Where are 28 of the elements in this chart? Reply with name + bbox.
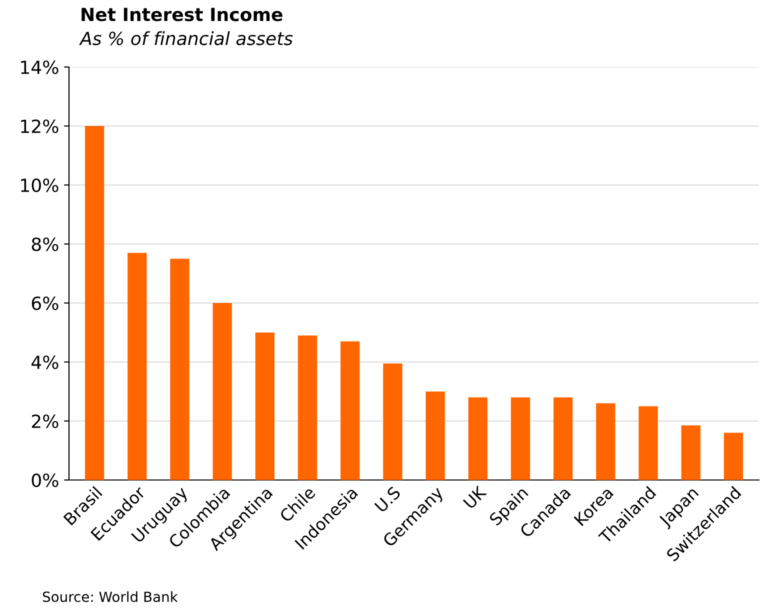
bar [84,126,104,480]
x-tick-label: UK [462,484,488,510]
bar [510,397,530,480]
bar [383,363,402,480]
bar [681,425,700,480]
y-tick-label: 0% [32,473,58,488]
y-tick-label: 10% [21,178,58,192]
bar [340,341,360,480]
bar [128,252,147,480]
chart-title: Net Interest Income [82,8,282,22]
y-tick-label: 4% [32,355,58,370]
y-tick-label: 12% [21,119,58,134]
bar [724,432,744,480]
bar [596,403,616,480]
y-tick-label: 2% [32,414,58,428]
bar [255,332,275,480]
chart-subtitle: As % of financial assets [79,31,293,46]
y-tick-label: 8% [32,237,58,252]
bar [298,335,318,480]
y-tick-label: 6% [32,296,58,310]
bar [170,258,190,480]
y-tick-label: 14% [21,60,58,74]
bar [638,406,658,480]
bar [426,392,445,480]
bar [212,303,232,480]
source-note: Source: World Bank [42,591,178,602]
bar [468,397,488,480]
bar [553,397,573,480]
